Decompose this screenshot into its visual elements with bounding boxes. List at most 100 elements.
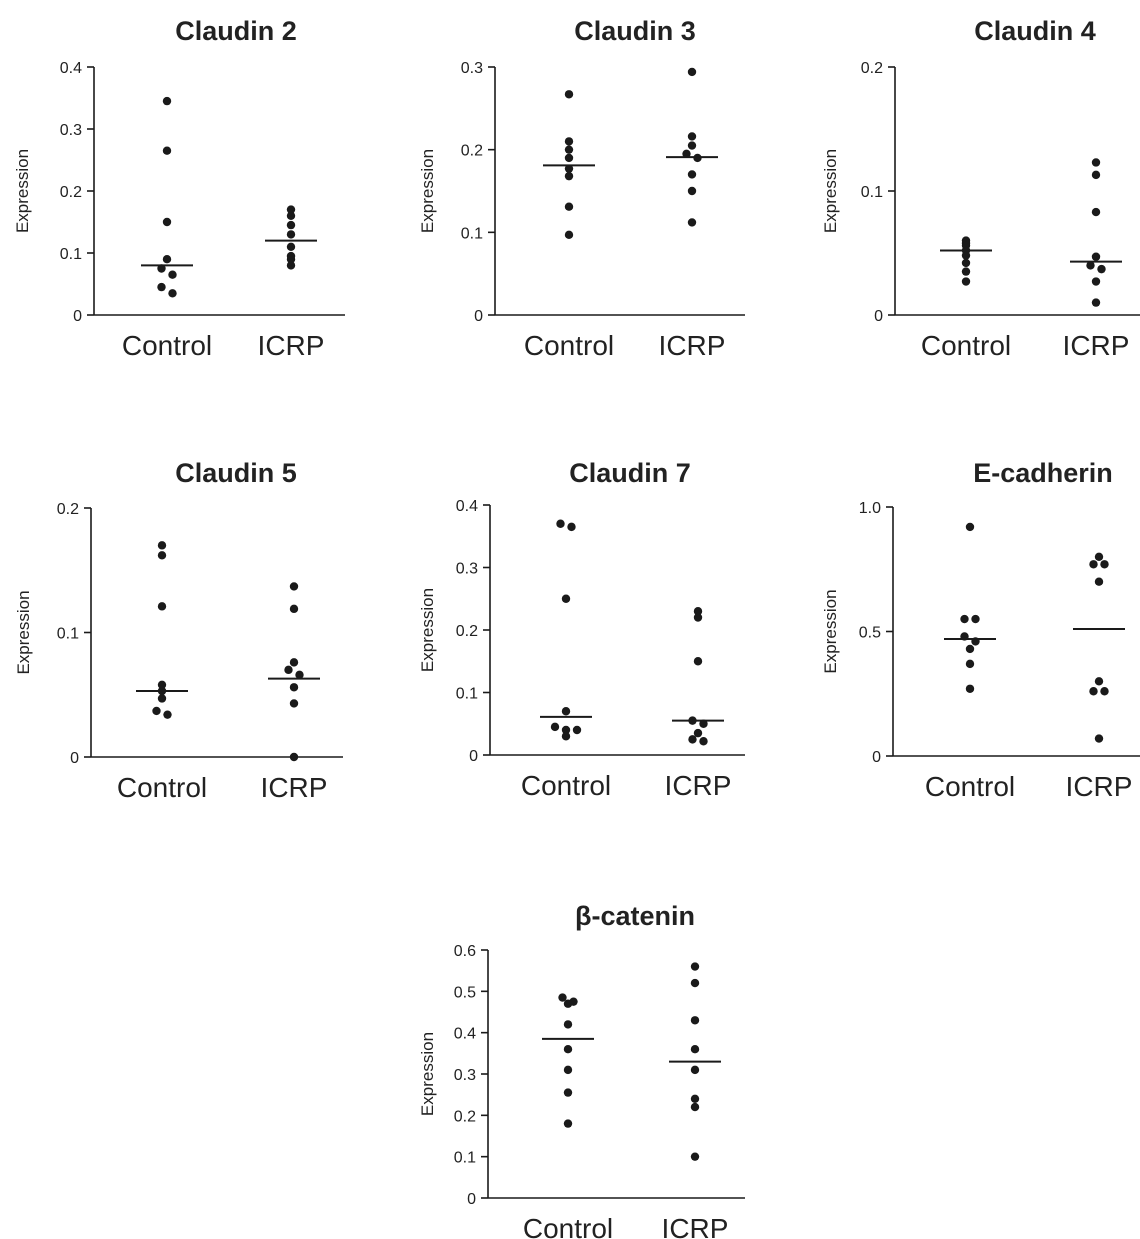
data-point: [687, 186, 697, 196]
data-point: [690, 1045, 700, 1054]
data-point: [690, 1152, 700, 1161]
data-point: [1091, 207, 1101, 217]
chart-title: Claudin 5: [175, 458, 297, 488]
x-category-label: Control: [122, 330, 212, 361]
data-point: [561, 725, 571, 735]
data-point: [564, 137, 574, 146]
data-point: [690, 1102, 700, 1112]
x-category-label: ICRP: [258, 330, 325, 361]
data-point: [682, 149, 691, 158]
data-point: [289, 658, 299, 667]
y-tick-label: 0.1: [60, 246, 82, 263]
y-axis-label: Expression: [418, 588, 437, 672]
y-tick-label: 0.1: [456, 686, 478, 703]
y-tick-label: 0.2: [60, 184, 82, 201]
data-point: [564, 164, 574, 173]
data-point: [1089, 687, 1098, 696]
data-point: [1097, 264, 1106, 274]
y-axis-label: Expression: [418, 1032, 437, 1116]
y-tick-label: 0.1: [861, 184, 883, 201]
data-point: [1094, 734, 1104, 743]
data-point: [162, 255, 172, 264]
y-tick-label: 0: [874, 308, 883, 325]
data-point: [1094, 577, 1104, 586]
data-point: [289, 683, 299, 692]
data-point: [1100, 687, 1109, 696]
data-point: [965, 684, 975, 693]
y-tick-label: 1.0: [859, 500, 881, 517]
y-axis-label: Expression: [418, 149, 437, 233]
x-category-label: ICRP: [662, 1213, 729, 1239]
data-point: [295, 670, 304, 680]
data-point: [289, 699, 299, 708]
data-point: [961, 267, 971, 276]
y-tick-label: 0.1: [57, 626, 79, 643]
data-point: [564, 171, 574, 181]
x-category-label: Control: [523, 1213, 613, 1239]
chart-title: Claudin 7: [569, 458, 691, 488]
data-point: [688, 735, 697, 744]
data-point: [550, 722, 560, 732]
data-point: [157, 282, 166, 292]
data-point: [1089, 560, 1098, 569]
chart-title: E-cadherin: [973, 458, 1113, 488]
x-category-label: Control: [925, 771, 1015, 802]
data-point: [289, 752, 299, 762]
data-point: [687, 141, 697, 150]
data-point: [558, 993, 567, 1002]
data-point: [168, 289, 177, 298]
y-tick-label: 0.4: [456, 498, 478, 515]
data-point: [699, 719, 708, 728]
data-point: [157, 694, 167, 703]
data-point: [961, 258, 971, 268]
y-tick-label: 0.1: [461, 225, 483, 242]
y-tick-label: 0: [872, 749, 881, 766]
data-point: [690, 962, 700, 971]
y-tick-label: 0.2: [456, 623, 478, 640]
y-tick-label: 0.3: [461, 60, 483, 77]
data-point: [286, 211, 296, 220]
data-point: [157, 551, 167, 560]
y-tick-label: 0: [70, 750, 79, 767]
data-point: [286, 205, 296, 214]
data-point: [693, 728, 703, 738]
data-point: [1094, 677, 1104, 686]
x-category-label: ICRP: [1063, 330, 1130, 361]
x-category-label: ICRP: [665, 770, 732, 801]
data-point: [687, 218, 697, 227]
data-point: [699, 737, 708, 746]
data-point: [961, 251, 971, 260]
data-point: [563, 1119, 573, 1128]
data-point: [168, 270, 177, 279]
y-axis-label: Expression: [821, 589, 840, 673]
y-tick-label: 0.2: [57, 501, 79, 518]
y-tick-label: 0.2: [454, 1108, 476, 1125]
y-tick-label: 0.4: [454, 1026, 476, 1043]
data-point: [163, 710, 172, 719]
data-point: [690, 1065, 700, 1075]
data-point: [1100, 560, 1109, 569]
data-point: [152, 706, 161, 716]
y-tick-label: 0.2: [461, 143, 483, 160]
data-point: [564, 145, 574, 154]
y-tick-label: 0.5: [454, 984, 476, 1001]
data-point: [1094, 552, 1104, 561]
y-tick-label: 0.1: [454, 1150, 476, 1167]
data-point: [162, 96, 172, 106]
data-point: [1091, 298, 1101, 307]
data-point: [693, 657, 703, 666]
y-tick-label: 0.3: [454, 1067, 476, 1084]
y-tick-label: 0.3: [456, 561, 478, 578]
data-point: [162, 217, 172, 227]
data-point: [690, 1094, 700, 1104]
data-point: [1086, 261, 1095, 270]
data-point: [1091, 252, 1101, 261]
data-point: [564, 153, 574, 163]
y-tick-label: 0: [469, 748, 478, 765]
data-point: [572, 725, 582, 735]
data-point: [286, 230, 296, 239]
data-point: [563, 1088, 573, 1097]
data-point: [563, 1020, 573, 1029]
